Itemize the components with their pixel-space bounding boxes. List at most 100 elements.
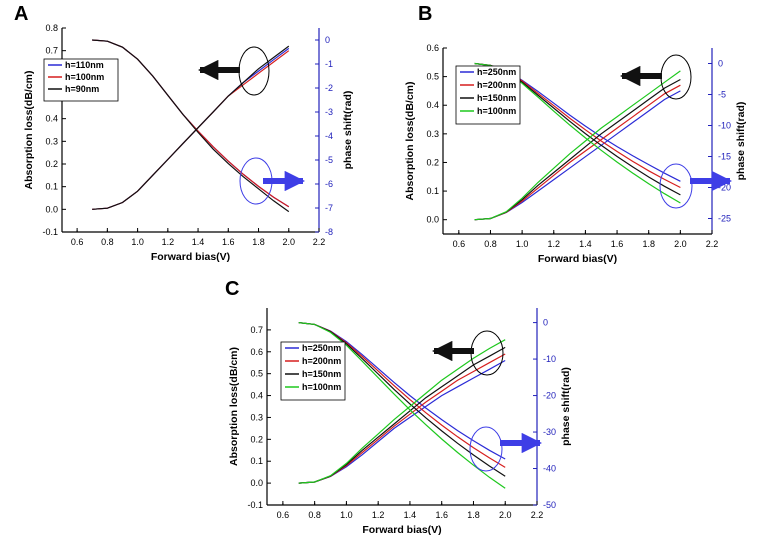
- y2-tick-label: -15: [718, 152, 731, 162]
- y-tick-label: 0.7: [45, 46, 58, 56]
- legend-box: [455, 65, 521, 125]
- x-axis-label: Forward bias(V): [538, 253, 617, 265]
- panel-label: A: [14, 3, 28, 25]
- panel-label: C: [225, 278, 239, 300]
- y-tick-label: 0.3: [250, 412, 263, 422]
- x-tick-label: 1.4: [404, 510, 417, 520]
- chart-panel-b: B 0.6 0.8 1.0 1.2 1.4 1.6 1.8 2.0 2.2 0.0 0.1 0.2 0.3…: [404, 3, 747, 265]
- x-tick-label: 1.8: [467, 510, 480, 520]
- y-tick-label: 0.6: [426, 43, 439, 53]
- y2-axis-label: phase shift(rad): [560, 367, 572, 446]
- loss-ellipse: [238, 46, 270, 96]
- x-tick-label: 2.2: [313, 237, 326, 247]
- x-tick-label: 1.2: [162, 237, 175, 247]
- y-tick-label: 0.1: [45, 182, 58, 192]
- y-tick-label: 0.2: [45, 159, 58, 169]
- x-tick-label: 2.2: [706, 239, 719, 249]
- y-axis-label: Absorption loss(dB/cm): [228, 347, 240, 466]
- loss-line-h=100nm: [92, 50, 290, 210]
- y2-tick-label: -10: [718, 121, 731, 131]
- y-tick-label: 0.4: [45, 114, 58, 124]
- y-tick-label: 0.4: [250, 391, 263, 401]
- y-tick-label: 0.7: [250, 325, 263, 335]
- legend-label: h=250nm: [477, 67, 516, 77]
- y-tick-label: 0.1: [426, 186, 439, 196]
- legend-label: h=200nm: [302, 356, 341, 366]
- x-tick-label: 1.4: [579, 239, 592, 249]
- y-tick-label: 0.2: [250, 434, 263, 444]
- phase-line-h=100nm: [298, 322, 506, 489]
- x-tick-label: 2.2: [531, 510, 544, 520]
- x-tick-label: 1.0: [516, 239, 529, 249]
- x-tick-label: 1.0: [340, 510, 353, 520]
- y-tick-label: 0.4: [426, 100, 439, 110]
- loss-ellipse: [470, 330, 504, 376]
- chart-panel-a: A 0.6 0.8 1.0 1.2 1.4 1.6 1.8 2.0 2.2 -0.1 0.0 0.1 0.…: [14, 3, 354, 263]
- y2-tick-label: -4: [325, 131, 333, 141]
- x-tick-label: 0.8: [308, 510, 321, 520]
- legend-label: h=100nm: [477, 106, 516, 116]
- y2-tick-label: -2: [325, 83, 333, 93]
- y-tick-label: 0.5: [250, 369, 263, 379]
- y-tick-label: 0.2: [426, 157, 439, 167]
- y-tick-label: 0.8: [45, 23, 58, 33]
- y2-tick-label: -1: [325, 59, 333, 69]
- y2-tick-label: 0: [718, 59, 723, 69]
- loss-line-h=100nm: [298, 339, 506, 484]
- phase-ellipse: [469, 426, 503, 472]
- y2-tick-label: -5: [325, 155, 333, 165]
- legend-label: h=200nm: [477, 80, 516, 90]
- legend-label: h=100nm: [65, 72, 104, 82]
- x-tick-label: 0.6: [71, 237, 84, 247]
- y2-tick-label: 0: [325, 35, 330, 45]
- y2-tick-label: -25: [718, 214, 731, 224]
- y-tick-label: 0.3: [426, 129, 439, 139]
- y-tick-label: 0.3: [45, 136, 58, 146]
- phase-line-h=90nm: [92, 39, 290, 213]
- loss-ellipse: [660, 54, 692, 100]
- y-tick-label: 0.0: [250, 478, 263, 488]
- y2-tick-label: -8: [325, 227, 333, 237]
- y2-tick-label: -10: [543, 354, 556, 364]
- y2-tick-label: -7: [325, 203, 333, 213]
- x-tick-label: 2.0: [499, 510, 512, 520]
- legend-box: [43, 58, 119, 102]
- x-tick-label: 0.6: [453, 239, 466, 249]
- y-tick-label: -0.1: [247, 500, 263, 510]
- x-tick-label: 0.6: [277, 510, 290, 520]
- x-tick-label: 1.6: [435, 510, 448, 520]
- y2-axis-label: phase shift(rad): [342, 91, 354, 170]
- x-tick-label: 1.0: [131, 237, 144, 247]
- y2-tick-label: -30: [543, 427, 556, 437]
- x-tick-label: 0.8: [484, 239, 497, 249]
- y-axis-label: Absorption loss(dB/cm): [23, 70, 35, 189]
- x-tick-label: 1.8: [252, 237, 265, 247]
- y-tick-label: 0.0: [45, 204, 58, 214]
- legend-box: [280, 341, 346, 401]
- x-tick-label: 1.6: [222, 237, 235, 247]
- y-axis-label: Absorption loss(dB/cm): [404, 81, 416, 200]
- x-tick-label: 1.4: [192, 237, 205, 247]
- y-tick-label: 0.6: [250, 347, 263, 357]
- y2-tick-label: -50: [543, 500, 556, 510]
- legend-label: h=150nm: [477, 93, 516, 103]
- y2-axis-label: phase shift(rad): [735, 102, 747, 181]
- x-tick-label: 1.2: [548, 239, 561, 249]
- phase-ellipse: [659, 163, 693, 209]
- y-tick-label: 0.0: [426, 215, 439, 225]
- x-tick-label: 1.2: [372, 510, 385, 520]
- phase-line-h=150nm: [298, 322, 506, 477]
- y2-tick-label: -3: [325, 107, 333, 117]
- legend-label: h=250nm: [302, 343, 341, 353]
- x-tick-label: 1.8: [642, 239, 655, 249]
- x-tick-label: 1.6: [611, 239, 624, 249]
- legend-label: h=90nm: [65, 84, 99, 94]
- y2-tick-label: -5: [718, 90, 726, 100]
- legend-label: h=100nm: [302, 382, 341, 392]
- y-tick-label: -0.1: [42, 227, 58, 237]
- x-tick-label: 2.0: [674, 239, 687, 249]
- x-tick-label: 0.8: [101, 237, 114, 247]
- y-tick-label: 0.5: [426, 72, 439, 82]
- x-axis-label: Forward bias(V): [151, 251, 230, 263]
